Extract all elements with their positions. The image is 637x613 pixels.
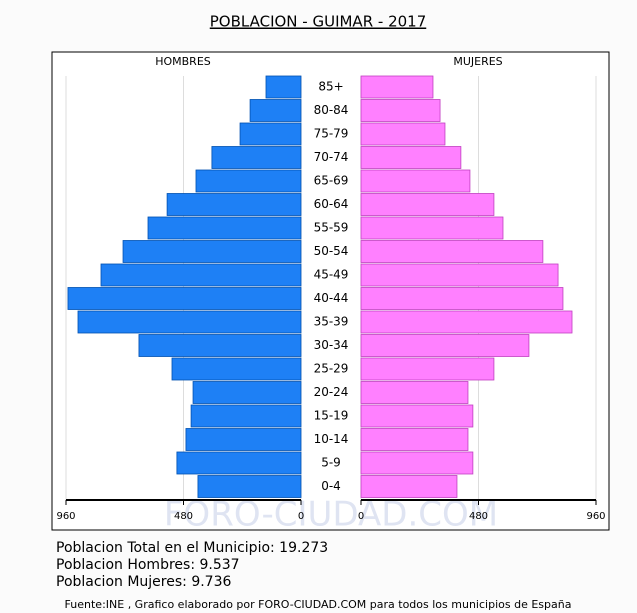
x-tick-label: 960 bbox=[56, 511, 75, 522]
bar bbox=[360, 357, 495, 381]
bar bbox=[185, 428, 302, 451]
bar bbox=[67, 287, 302, 310]
bar bbox=[360, 428, 469, 451]
category-label: 65-69 bbox=[314, 174, 349, 188]
legend-label: MUJERES bbox=[453, 55, 502, 68]
category-label: 50-54 bbox=[314, 244, 349, 258]
bar bbox=[147, 216, 302, 240]
category-label: 35-39 bbox=[314, 315, 349, 329]
bar bbox=[77, 310, 302, 334]
category-label: 30-34 bbox=[314, 338, 349, 352]
bar bbox=[166, 193, 302, 216]
category-label: 45-49 bbox=[314, 268, 349, 282]
bar bbox=[360, 451, 474, 475]
bar bbox=[360, 381, 469, 404]
bar bbox=[360, 99, 441, 122]
bar bbox=[176, 451, 302, 475]
bar bbox=[360, 193, 495, 216]
bar bbox=[171, 357, 302, 381]
bar bbox=[360, 263, 559, 287]
bar bbox=[249, 99, 302, 122]
bar bbox=[122, 240, 302, 263]
bar bbox=[360, 310, 573, 334]
bar bbox=[360, 169, 471, 193]
category-label: 70-74 bbox=[314, 150, 349, 164]
bar bbox=[360, 75, 434, 99]
category-label: 80-84 bbox=[314, 103, 349, 117]
summary-line: Poblacion Total en el Municipio: 19.273 bbox=[56, 540, 328, 556]
bar bbox=[190, 404, 302, 428]
bar bbox=[360, 216, 504, 240]
bar bbox=[192, 381, 302, 404]
category-label: 5-9 bbox=[321, 456, 341, 470]
bar bbox=[138, 334, 302, 357]
category-label: 20-24 bbox=[314, 385, 349, 399]
category-label: 75-79 bbox=[314, 127, 349, 141]
category-label: 55-59 bbox=[314, 221, 349, 235]
bar bbox=[360, 404, 474, 428]
category-label: 85+ bbox=[318, 80, 343, 94]
bar bbox=[265, 75, 302, 99]
summary-line: Poblacion Mujeres: 9.736 bbox=[56, 574, 231, 590]
bar bbox=[195, 169, 302, 193]
bar bbox=[360, 240, 544, 263]
bar bbox=[211, 146, 302, 169]
chart-title: POBLACION - GUIMAR - 2017 bbox=[210, 13, 427, 31]
category-label: 60-64 bbox=[314, 197, 349, 211]
category-label: 40-44 bbox=[314, 291, 349, 305]
bar bbox=[239, 122, 302, 146]
bar bbox=[360, 122, 446, 146]
x-tick-label: 960 bbox=[586, 511, 605, 522]
bar bbox=[197, 475, 302, 498]
bar bbox=[360, 146, 462, 169]
bar bbox=[100, 263, 302, 287]
source-note: Fuente:INE , Grafico elaborado por FORO-… bbox=[65, 598, 572, 611]
bar bbox=[360, 334, 530, 357]
bar bbox=[360, 475, 458, 498]
summary-line: Poblacion Hombres: 9.537 bbox=[56, 557, 240, 573]
category-label: 15-19 bbox=[314, 409, 349, 423]
x-tick-label: 480 bbox=[174, 511, 193, 522]
x-tick-label: 0 bbox=[298, 511, 304, 522]
legend-label: HOMBRES bbox=[155, 55, 211, 68]
x-tick-label: 480 bbox=[469, 511, 488, 522]
category-label: 10-14 bbox=[314, 432, 349, 446]
category-label: 0-4 bbox=[321, 479, 341, 493]
watermark: FORO-CIUDAD.COM bbox=[164, 495, 498, 535]
category-label: 25-29 bbox=[314, 362, 349, 376]
bar bbox=[360, 287, 564, 310]
x-tick-label: 0 bbox=[358, 511, 364, 522]
